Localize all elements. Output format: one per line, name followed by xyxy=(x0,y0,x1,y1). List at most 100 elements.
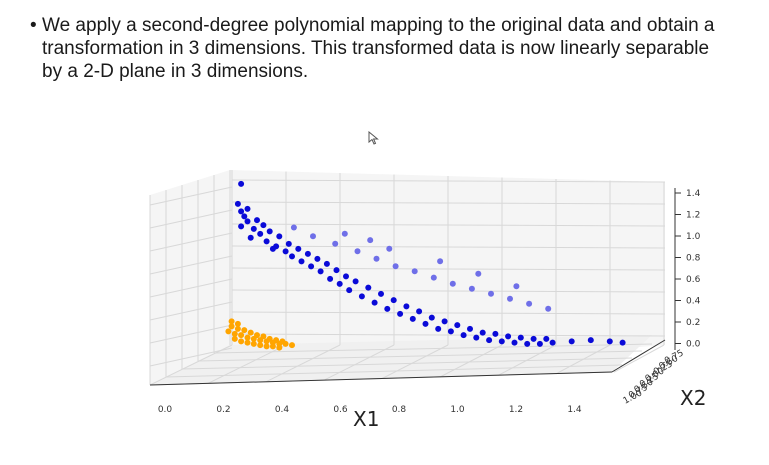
data-point xyxy=(428,314,435,321)
data-point xyxy=(323,260,330,267)
data-point xyxy=(244,334,251,341)
data-point xyxy=(498,338,505,345)
chart-points xyxy=(225,180,626,351)
data-point xyxy=(250,340,257,347)
data-point xyxy=(295,245,302,252)
data-point xyxy=(384,305,391,312)
data-point xyxy=(358,293,365,300)
data-point xyxy=(606,338,613,345)
z-tick-label: 1.0 xyxy=(686,232,701,242)
data-point xyxy=(437,258,444,265)
data-point xyxy=(403,303,410,310)
data-point xyxy=(454,322,461,329)
data-point xyxy=(231,330,238,337)
data-point xyxy=(473,334,480,341)
data-point xyxy=(314,255,321,262)
data-point xyxy=(247,234,254,241)
data-point xyxy=(536,340,543,347)
grid-line xyxy=(165,364,623,378)
data-point xyxy=(430,274,437,281)
data-point xyxy=(373,255,380,262)
data-point xyxy=(260,333,267,340)
bullet-marker: • xyxy=(30,15,37,36)
grid-line xyxy=(149,344,233,386)
data-point xyxy=(273,337,280,344)
data-point xyxy=(241,213,248,220)
data-point xyxy=(507,295,513,302)
data-point xyxy=(234,320,241,327)
grid-line xyxy=(149,255,233,275)
data-point xyxy=(346,287,353,294)
grid-line xyxy=(231,267,666,271)
data-point xyxy=(241,327,248,334)
data-point xyxy=(289,342,295,349)
x-tick-label: 1.2 xyxy=(509,405,523,415)
data-point xyxy=(332,240,339,247)
y-axis-label: X2 xyxy=(680,386,706,410)
grid-line xyxy=(231,245,666,249)
data-point xyxy=(282,248,289,255)
data-point xyxy=(266,335,273,342)
data-point xyxy=(511,339,518,346)
data-point xyxy=(479,329,486,336)
data-point xyxy=(308,263,315,270)
data-point xyxy=(317,268,324,275)
x-tick-label: 1.4 xyxy=(567,405,582,415)
data-point xyxy=(254,217,260,224)
data-point xyxy=(327,275,334,282)
grid-line xyxy=(213,343,653,354)
data-point xyxy=(244,218,251,225)
data-point xyxy=(234,200,241,207)
data-point xyxy=(238,338,245,345)
data-point xyxy=(365,284,372,291)
data-point xyxy=(488,290,494,297)
data-point xyxy=(247,329,254,336)
data-point xyxy=(238,332,245,339)
data-point xyxy=(409,315,416,322)
x-tick-label: 1.0 xyxy=(450,405,465,415)
data-point xyxy=(257,342,264,349)
data-point xyxy=(269,245,276,252)
grid-line xyxy=(231,179,666,183)
data-point xyxy=(290,224,297,231)
data-point xyxy=(441,318,448,325)
data-point xyxy=(447,328,454,335)
grid-line xyxy=(149,324,233,344)
data-point xyxy=(367,237,374,244)
grid-line xyxy=(231,311,666,315)
z-tick-label: 0.2 xyxy=(686,318,700,328)
grid-line xyxy=(149,232,233,252)
data-point xyxy=(386,245,393,252)
data-point xyxy=(524,340,531,347)
data-point xyxy=(568,338,575,345)
data-point xyxy=(545,305,552,312)
data-point xyxy=(352,278,359,285)
x-axis-label: X1 xyxy=(353,407,379,431)
data-point xyxy=(254,332,260,339)
data-point xyxy=(486,337,493,344)
grid-line xyxy=(149,209,233,229)
data-point xyxy=(397,310,404,317)
data-point xyxy=(285,240,292,247)
data-point xyxy=(343,273,349,280)
data-point xyxy=(378,290,384,297)
x-tick-label: 0.2 xyxy=(216,405,230,415)
grid-line xyxy=(381,344,449,380)
x-tick-label: 0.0 xyxy=(158,405,173,415)
data-point xyxy=(390,297,397,304)
data-point xyxy=(619,339,626,346)
data-point xyxy=(238,223,245,230)
data-point xyxy=(333,267,340,274)
grid-line xyxy=(149,347,233,367)
data-point xyxy=(468,285,475,292)
grid-line xyxy=(613,344,665,373)
data-point xyxy=(276,344,283,351)
grid-line xyxy=(231,289,666,293)
data-point xyxy=(549,339,556,346)
data-point xyxy=(422,320,429,327)
grid-line xyxy=(231,223,666,227)
data-point xyxy=(517,334,524,341)
data-point xyxy=(298,258,305,265)
grid-line xyxy=(439,344,503,378)
